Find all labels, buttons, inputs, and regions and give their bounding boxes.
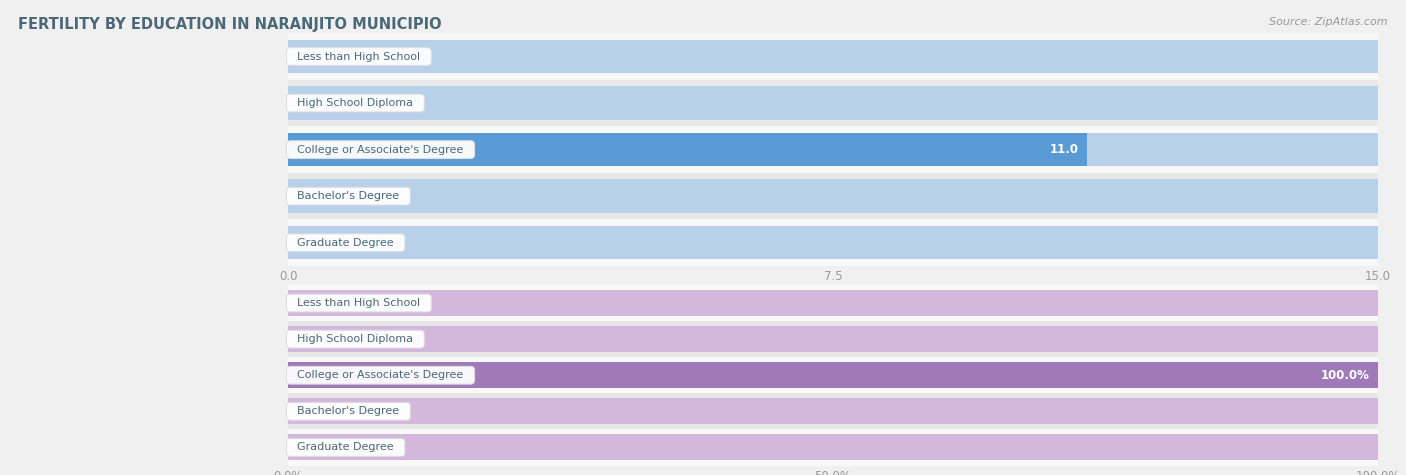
Text: Less than High School: Less than High School bbox=[291, 298, 427, 308]
Bar bbox=[288, 219, 1378, 266]
Bar bbox=[288, 80, 1378, 126]
Text: FERTILITY BY EDUCATION IN NARANJITO MUNICIPIO: FERTILITY BY EDUCATION IN NARANJITO MUNI… bbox=[18, 17, 441, 32]
Bar bbox=[288, 321, 1378, 357]
Text: Graduate Degree: Graduate Degree bbox=[291, 442, 401, 453]
Text: College or Associate's Degree: College or Associate's Degree bbox=[291, 370, 471, 380]
Text: Graduate Degree: Graduate Degree bbox=[291, 238, 401, 248]
Text: Bachelor's Degree: Bachelor's Degree bbox=[291, 191, 406, 201]
Text: Less than High School: Less than High School bbox=[291, 51, 427, 62]
Bar bbox=[288, 429, 1378, 466]
Text: Bachelor's Degree: Bachelor's Degree bbox=[291, 406, 406, 417]
Bar bbox=[288, 180, 1378, 213]
Bar bbox=[288, 435, 1378, 460]
Text: 0.0: 0.0 bbox=[301, 191, 319, 201]
Text: 0.0%: 0.0% bbox=[301, 406, 329, 417]
Text: High School Diploma: High School Diploma bbox=[291, 98, 420, 108]
Bar bbox=[288, 285, 1378, 321]
Bar bbox=[288, 362, 1378, 388]
Bar bbox=[288, 393, 1378, 429]
Bar bbox=[288, 226, 1378, 259]
Text: 0.0%: 0.0% bbox=[301, 334, 329, 344]
Text: 0.0%: 0.0% bbox=[301, 298, 329, 308]
Text: 11.0: 11.0 bbox=[1050, 143, 1078, 156]
Bar bbox=[288, 40, 1378, 73]
Text: 0.0: 0.0 bbox=[301, 98, 319, 108]
Text: 100.0%: 100.0% bbox=[1320, 369, 1369, 382]
Text: 0.0: 0.0 bbox=[301, 51, 319, 62]
Bar bbox=[288, 399, 1378, 424]
Text: Source: ZipAtlas.com: Source: ZipAtlas.com bbox=[1270, 17, 1388, 27]
Bar bbox=[288, 290, 1378, 316]
Bar bbox=[288, 133, 1087, 166]
Bar bbox=[288, 133, 1378, 166]
Bar bbox=[288, 326, 1378, 352]
Bar bbox=[288, 33, 1378, 80]
Text: High School Diploma: High School Diploma bbox=[291, 334, 420, 344]
Bar bbox=[288, 126, 1378, 173]
Bar bbox=[288, 357, 1378, 393]
Text: College or Associate's Degree: College or Associate's Degree bbox=[291, 144, 471, 155]
Bar bbox=[288, 173, 1378, 219]
Text: 0.0%: 0.0% bbox=[301, 442, 329, 453]
Bar bbox=[288, 86, 1378, 120]
Text: 0.0: 0.0 bbox=[301, 238, 319, 248]
Bar bbox=[288, 362, 1378, 388]
